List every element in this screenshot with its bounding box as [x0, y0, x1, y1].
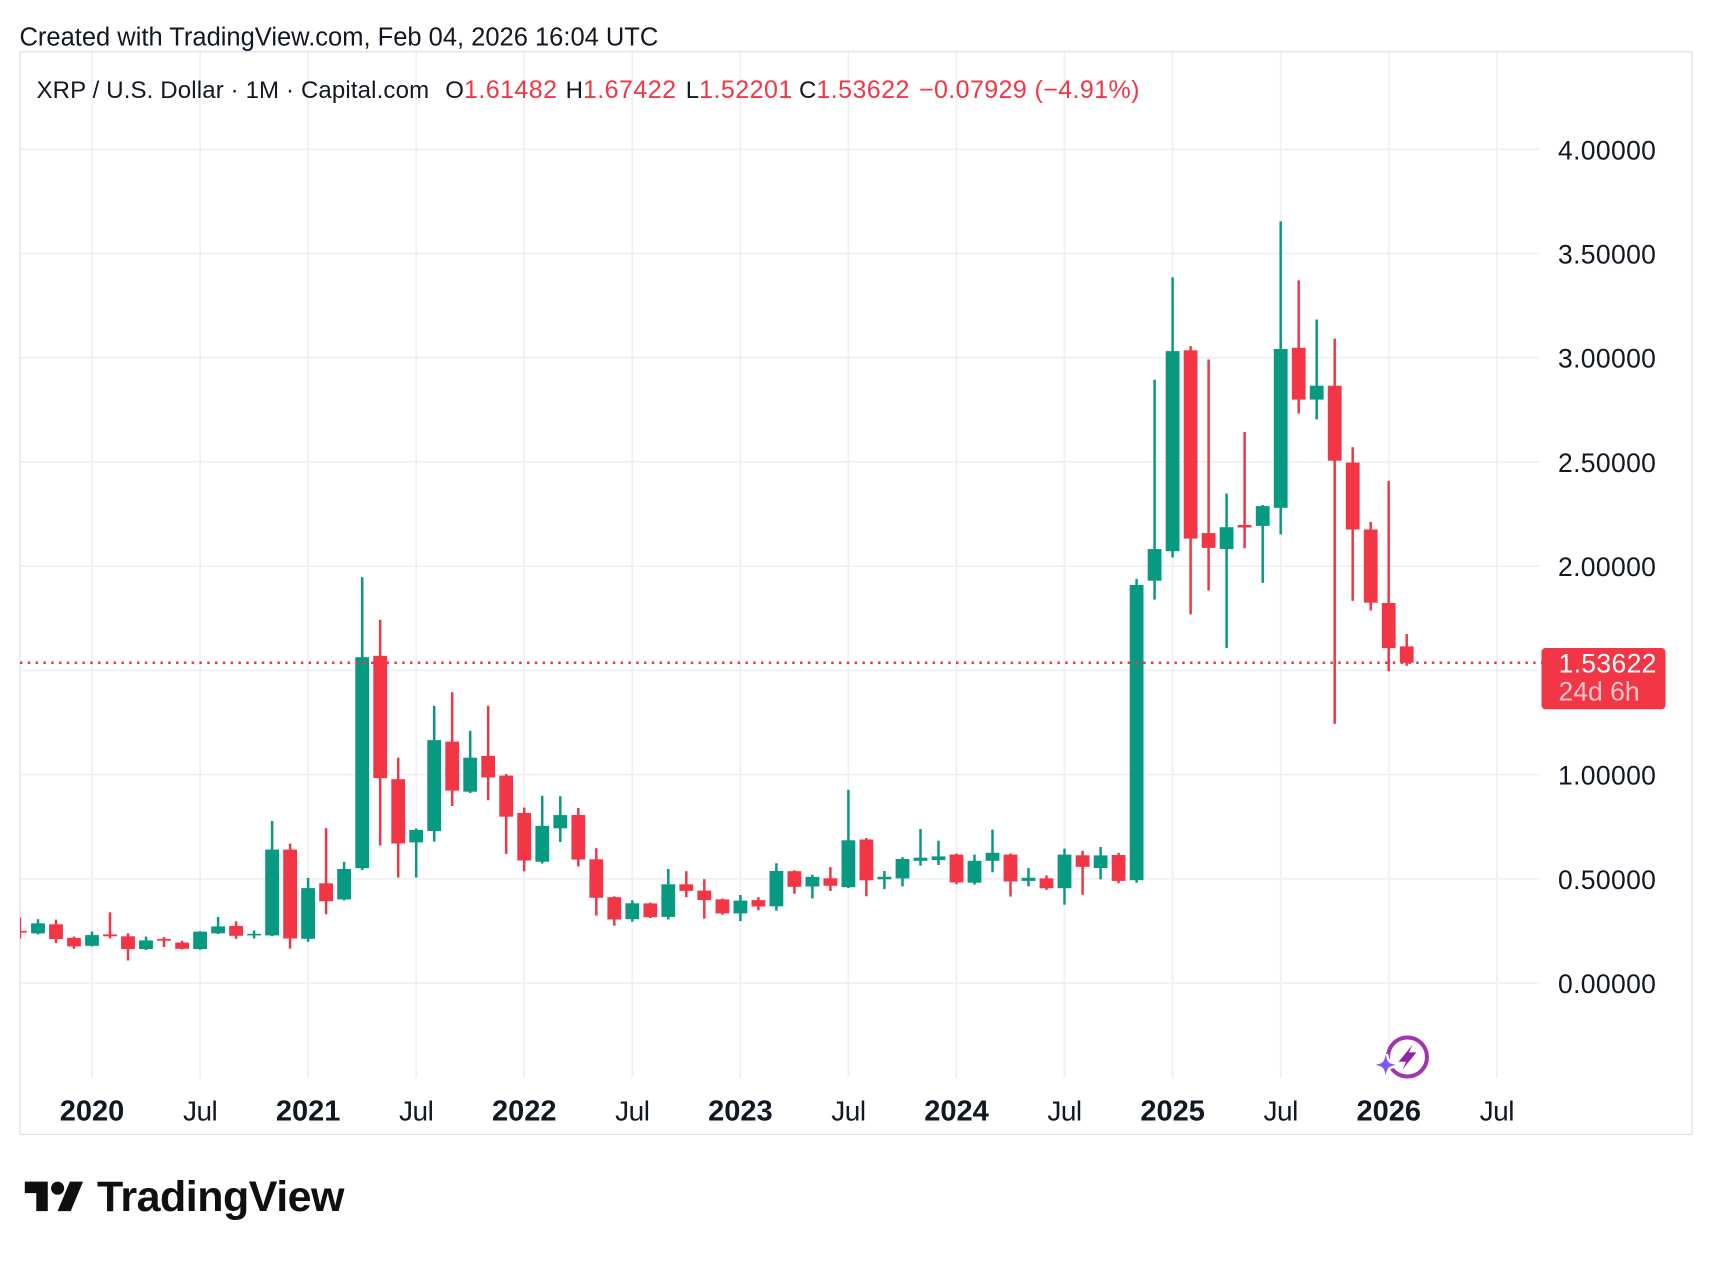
svg-text:2022: 2022	[492, 1096, 557, 1128]
svg-text:Jul: Jul	[615, 1096, 649, 1127]
svg-text:Jul: Jul	[831, 1096, 865, 1127]
svg-text:Jul: Jul	[1047, 1096, 1081, 1127]
svg-text:2025: 2025	[1140, 1096, 1205, 1128]
svg-text:C1.53622: C1.53622	[799, 76, 910, 104]
svg-text:1.00000: 1.00000	[1558, 761, 1656, 791]
svg-text:−0.07929 (−4.91%): −0.07929 (−4.91%)	[919, 76, 1140, 104]
svg-text:Jul: Jul	[1480, 1096, 1514, 1127]
svg-text:2024: 2024	[924, 1096, 989, 1128]
svg-text:2020: 2020	[60, 1096, 125, 1128]
svg-text:1.53622: 1.53622	[1559, 648, 1657, 678]
svg-text:2.00000: 2.00000	[1558, 552, 1656, 582]
svg-text:24d 6h: 24d 6h	[1559, 676, 1640, 706]
svg-text:H1.67422: H1.67422	[566, 76, 677, 104]
svg-text:Jul: Jul	[399, 1096, 433, 1127]
svg-text:0.50000: 0.50000	[1558, 865, 1656, 895]
svg-text:2021: 2021	[276, 1096, 341, 1128]
svg-text:O1.61482: O1.61482	[445, 76, 557, 104]
svg-text:TradingView: TradingView	[97, 1173, 345, 1221]
svg-text:XRP / U.S. Dollar · 1M · Capit: XRP / U.S. Dollar · 1M · Capital.com	[37, 77, 430, 104]
svg-text:Jul: Jul	[183, 1096, 217, 1127]
svg-text:Created with TradingView.com,: Created with TradingView.com, Feb 04, 20…	[20, 23, 659, 51]
svg-text:2026: 2026	[1356, 1096, 1421, 1128]
svg-text:4.00000: 4.00000	[1558, 135, 1656, 165]
svg-text:2.50000: 2.50000	[1558, 448, 1656, 478]
svg-text:0.00000: 0.00000	[1558, 969, 1656, 999]
svg-text:Jul: Jul	[1264, 1096, 1298, 1127]
svg-text:3.00000: 3.00000	[1558, 344, 1656, 374]
svg-text:3.50000: 3.50000	[1558, 240, 1656, 270]
svg-text:2023: 2023	[708, 1096, 773, 1128]
svg-text:L1.52201: L1.52201	[686, 76, 793, 104]
